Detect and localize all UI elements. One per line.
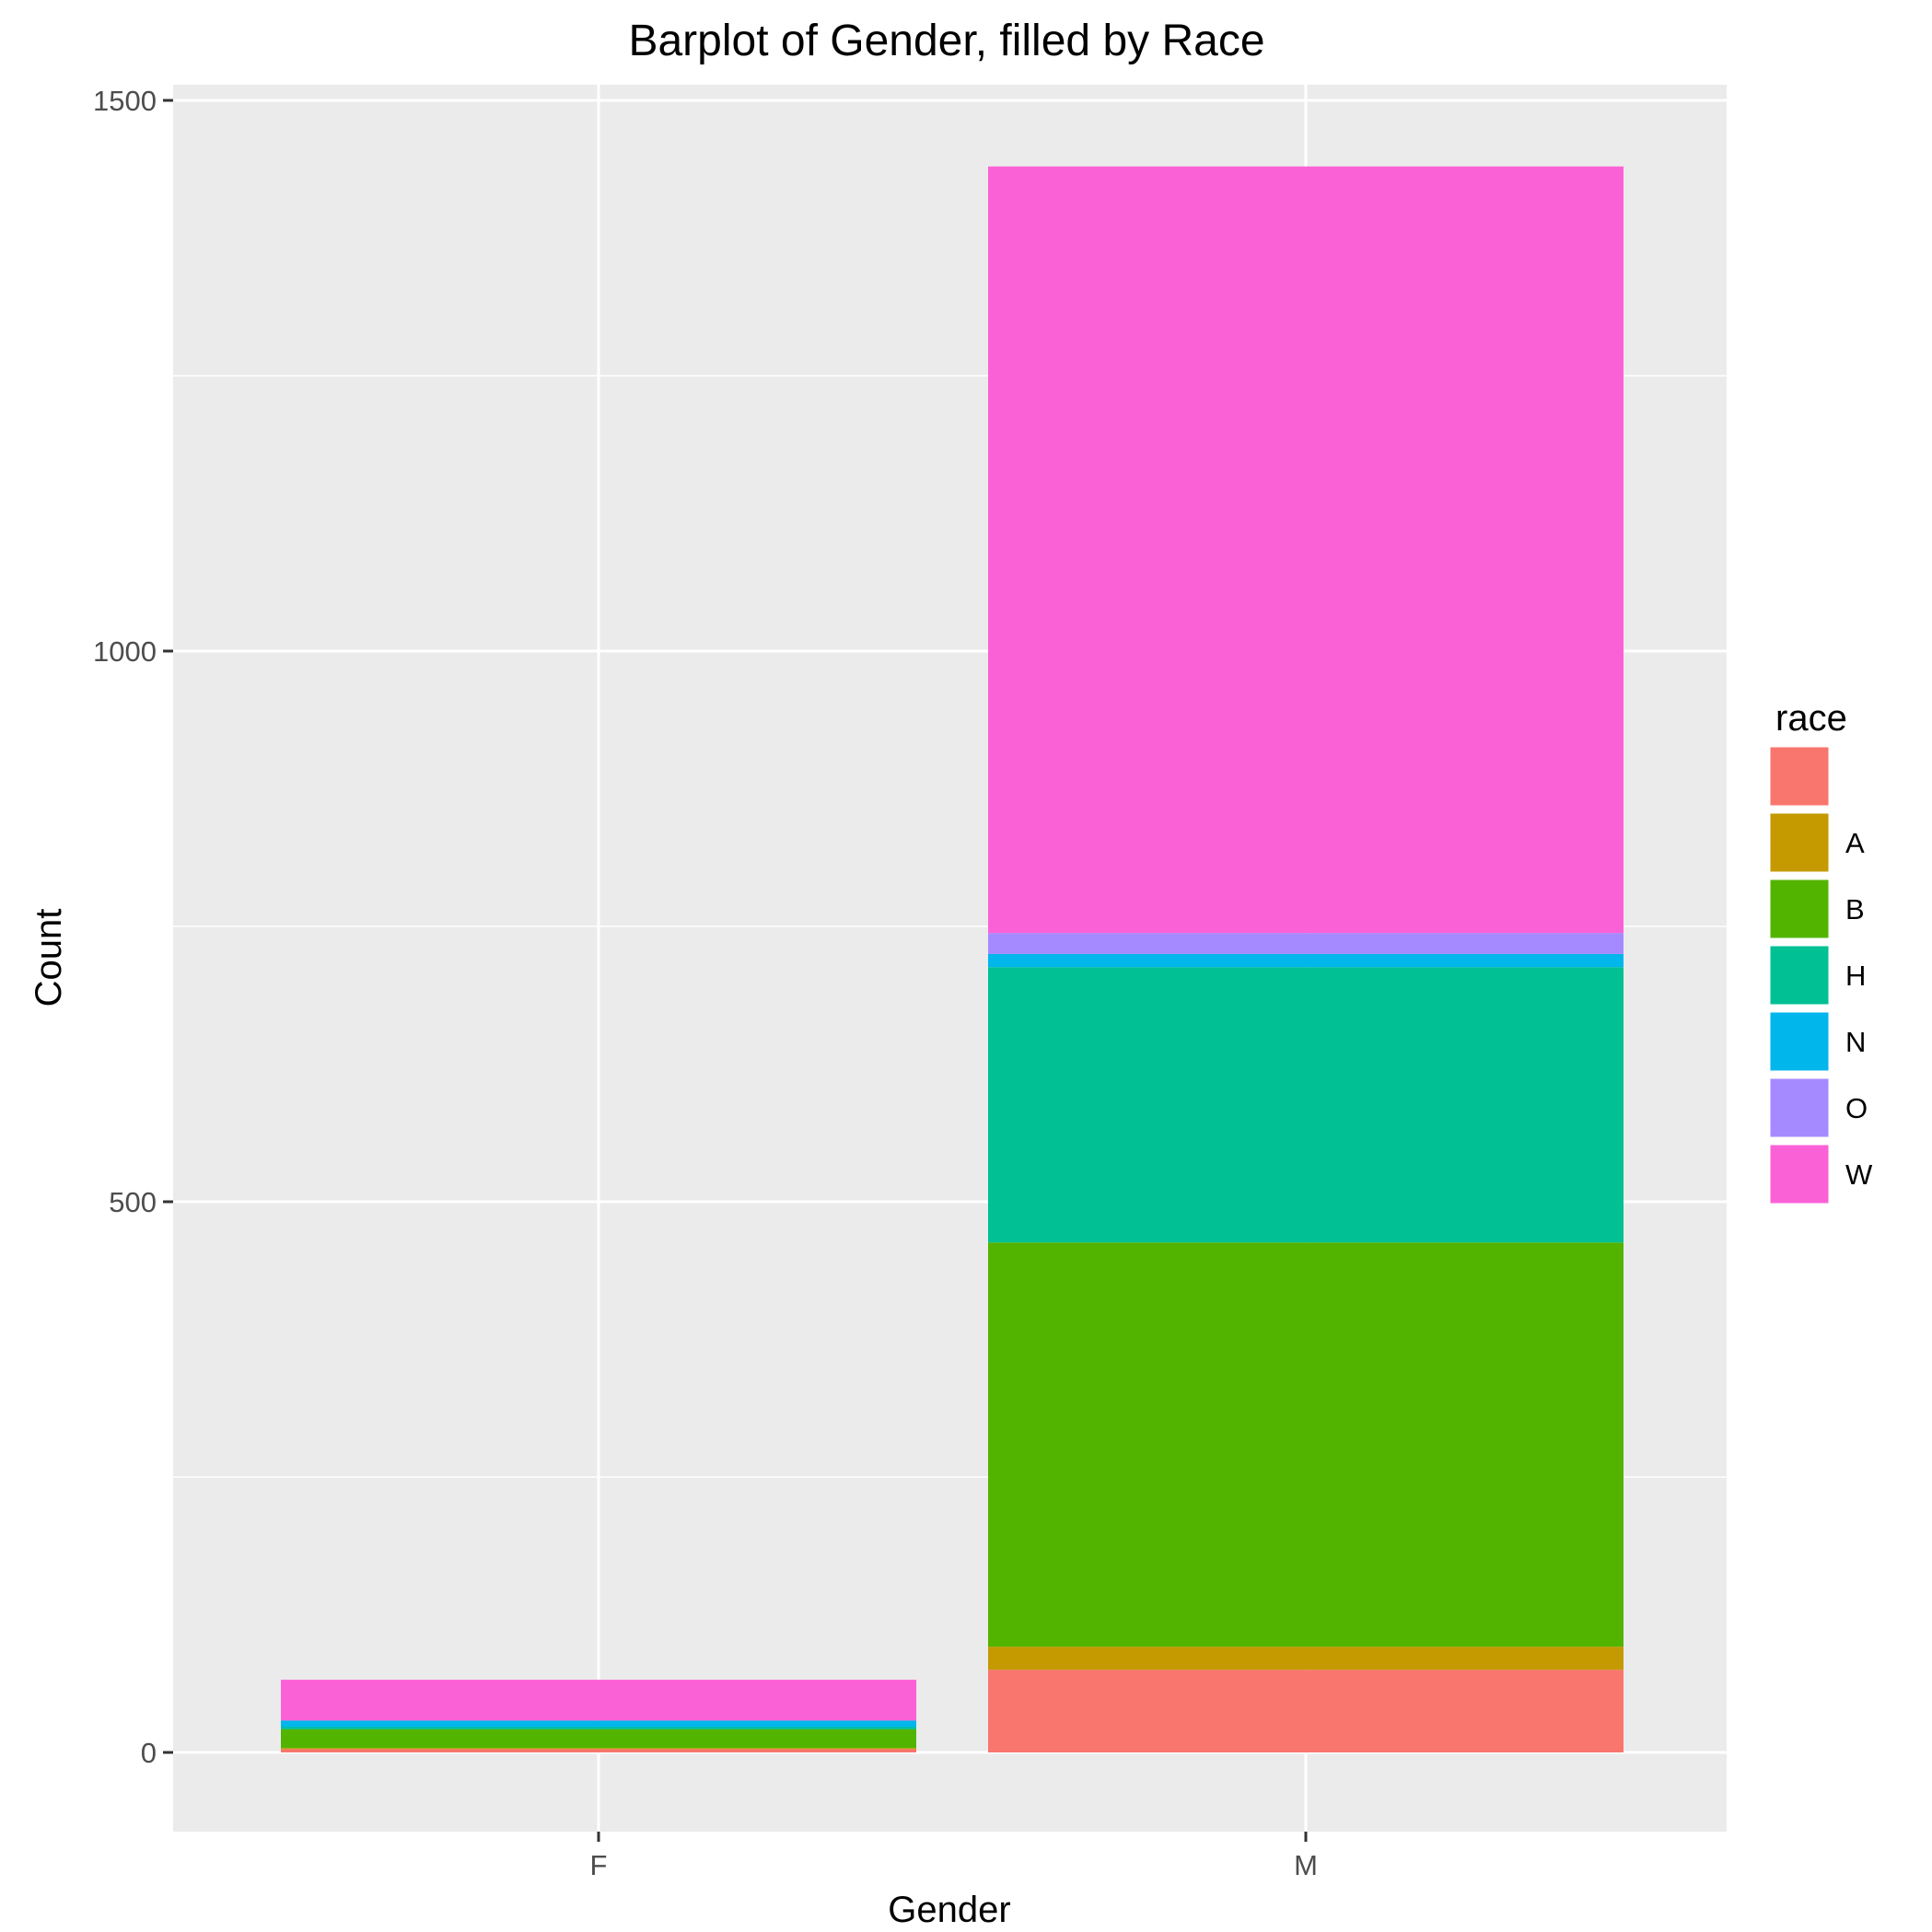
legend-key-H (1767, 943, 1832, 1007)
bar-segment-M-H (988, 967, 1624, 1243)
bar-segment-M-O (988, 933, 1624, 954)
bar-segment-F-N (281, 1720, 916, 1728)
legend-title: race (1775, 698, 1847, 739)
y-tick-label: 0 (141, 1737, 157, 1769)
legend-key-W (1767, 1142, 1832, 1206)
legend-key-B (1767, 877, 1832, 941)
legend-key-A (1767, 810, 1832, 875)
x-tick-label: M (1294, 1849, 1318, 1881)
bar-segment-M-W (988, 166, 1624, 934)
y-axis: 0 500 1000 1500 (93, 85, 173, 1769)
y-tick-label: 1000 (93, 635, 157, 668)
bar-segment-F-W (281, 1680, 916, 1721)
legend-label-H: H (1845, 960, 1866, 992)
bar-segment-M-A (988, 1647, 1624, 1670)
bar-segment-F-blank (281, 1749, 916, 1752)
legend-label-B: B (1845, 893, 1865, 925)
legend-key-O (1767, 1076, 1832, 1140)
legend-label-N: N (1845, 1026, 1866, 1058)
y-axis-title: Count (29, 909, 69, 1007)
bar-segment-F-B (281, 1728, 916, 1749)
bar-segment-F-H (281, 1727, 916, 1729)
bars-layer (281, 166, 1624, 1752)
bar-segment-F-A (281, 1748, 916, 1750)
bar-segment-M-N (988, 953, 1624, 968)
legend-key-blank (1767, 744, 1832, 809)
legend-label-W: W (1845, 1158, 1873, 1191)
legend-label-O: O (1845, 1092, 1868, 1124)
bar-segment-M-blank (988, 1670, 1624, 1752)
bar-segment-M-B (988, 1242, 1624, 1647)
legend-key-N (1767, 1009, 1832, 1074)
x-tick-label: F (590, 1849, 608, 1881)
legend-label-A: A (1845, 827, 1865, 859)
y-tick-label: 1500 (93, 85, 157, 117)
chart-title: Barplot of Gender, filled by Race (628, 17, 1264, 65)
x-axis-title: Gender (888, 1890, 1010, 1930)
y-tick-label: 500 (109, 1186, 157, 1218)
legend: race A B H N O W (1767, 698, 1873, 1206)
